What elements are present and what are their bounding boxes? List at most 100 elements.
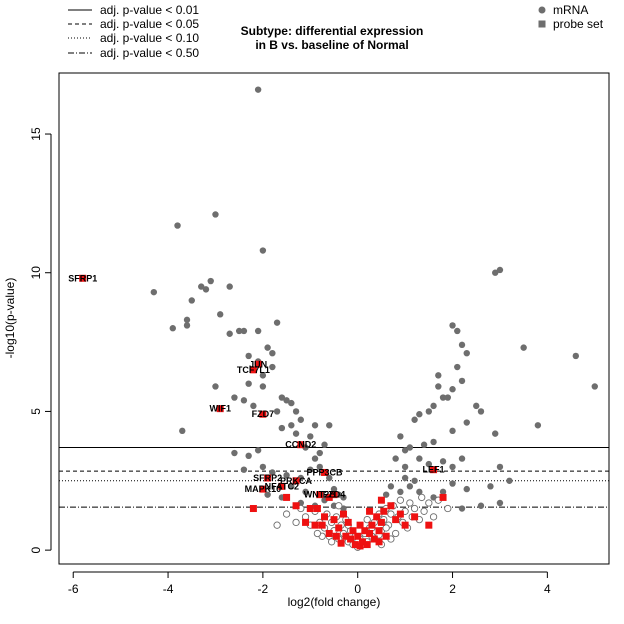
y-axis-title: -log10(p-value) [3,278,17,359]
x-tick-label: -6 [68,582,79,596]
mrna-point-ns [327,538,336,546]
gene-label: FZD4 [323,490,346,500]
y-tick-label: 10 [29,266,43,280]
mrna-point [397,488,404,496]
mrna-point [449,463,456,471]
mrna-point [382,491,390,498]
mrna-point-ns [420,507,428,515]
mrna-point [463,485,470,493]
mrna-point [340,494,347,501]
probe-set-point [358,538,366,546]
mrna-point [401,474,409,482]
mrna-point [425,460,433,468]
mrna-point [254,327,262,335]
x-tick-label: -4 [163,582,174,596]
probe-set-point [79,274,87,282]
gene-label: WIF1 [209,404,231,414]
mrna-point [292,408,300,415]
mrna-point [449,322,456,329]
probe-set-point [366,529,374,537]
mrna-point [288,399,295,407]
plot-frame [58,72,610,565]
mrna-point [534,422,542,429]
mrna-point [150,288,158,296]
mrna-point [231,449,238,457]
probe-set-point [349,527,357,535]
gene-label: PPP3CB [307,467,344,477]
probe-set-point [351,541,359,549]
mrna-point [477,408,485,415]
mrna-point [240,466,248,473]
probe-set-point [264,474,272,482]
mrna-point [297,416,305,423]
probe-set-point [318,521,326,529]
mrna-point [254,86,262,93]
mrna-point-ns [363,515,371,524]
probe-set-point [377,518,385,526]
mrna-point [496,266,504,274]
mrna-point [307,466,314,473]
mrna-point [439,458,447,465]
gene-label: JUN [249,359,267,369]
mrna-point [416,411,423,418]
mrna-point [245,452,252,460]
mrna-point [492,269,499,276]
mrna-point-ns [292,518,300,527]
mrna-point [416,455,423,462]
gene-label: SFRP1 [68,273,97,283]
probe-set-point [377,496,385,504]
probe-set-point [366,507,374,515]
mrna-point [401,463,409,471]
probe-set-point [259,485,267,493]
mrna-point [273,408,281,415]
mrna-point [283,472,290,479]
mrna-point [416,488,423,496]
mrna-point-ns [282,510,291,518]
mrna-point [330,485,338,493]
mrna-point [245,352,252,360]
probe-set-point [368,521,376,529]
mrna-point [226,283,233,290]
probe-set-point [392,516,400,524]
mrna-point [449,427,456,435]
probe-set-point [339,510,347,518]
mrna-point [439,394,447,401]
probe-set-point [311,521,319,529]
mrna-point [454,327,461,335]
mrna-point [572,352,580,360]
mrna-point [458,455,466,462]
mrna-point [250,402,257,410]
probe-set-point [292,502,300,510]
mrna-point [411,416,418,423]
mrna-point-ns [273,521,281,529]
mrna-point [435,383,442,390]
mrna-point [387,483,395,490]
mrna-point [307,433,314,440]
probe-set-point [396,510,404,518]
x-axis-title: log2(fold change) [288,595,381,609]
probe-set-point [363,541,371,549]
x-tick-label: 2 [449,582,456,596]
mrna-point [311,455,319,462]
legend-probe-set-label: probe set [553,17,604,31]
mrna-point-ns [313,529,322,538]
threshold-legend: adj. p-value < 0.01 adj. p-value < 0.05 … [68,3,199,60]
mrna-point [278,424,286,432]
mrna-point [269,349,276,357]
gene-label: TCF7L1 [237,365,270,375]
probe-set-point [321,468,329,476]
mrna-point [444,394,451,401]
mrna-point [217,311,224,318]
legend-label-001: adj. p-value < 0.01 [100,3,199,17]
mrna-point [183,322,191,329]
probe-set-point [325,529,333,537]
mrna-point [458,505,466,512]
gene-label: WNT2B [304,490,336,500]
mrna-point-ns [429,513,438,521]
probe-set-point [411,513,419,521]
mrna-point [226,330,233,337]
gene-label: NFATC2 [265,481,299,491]
mrna-point [188,297,195,304]
probe-set-point [292,477,300,485]
mrna-point [245,380,252,387]
